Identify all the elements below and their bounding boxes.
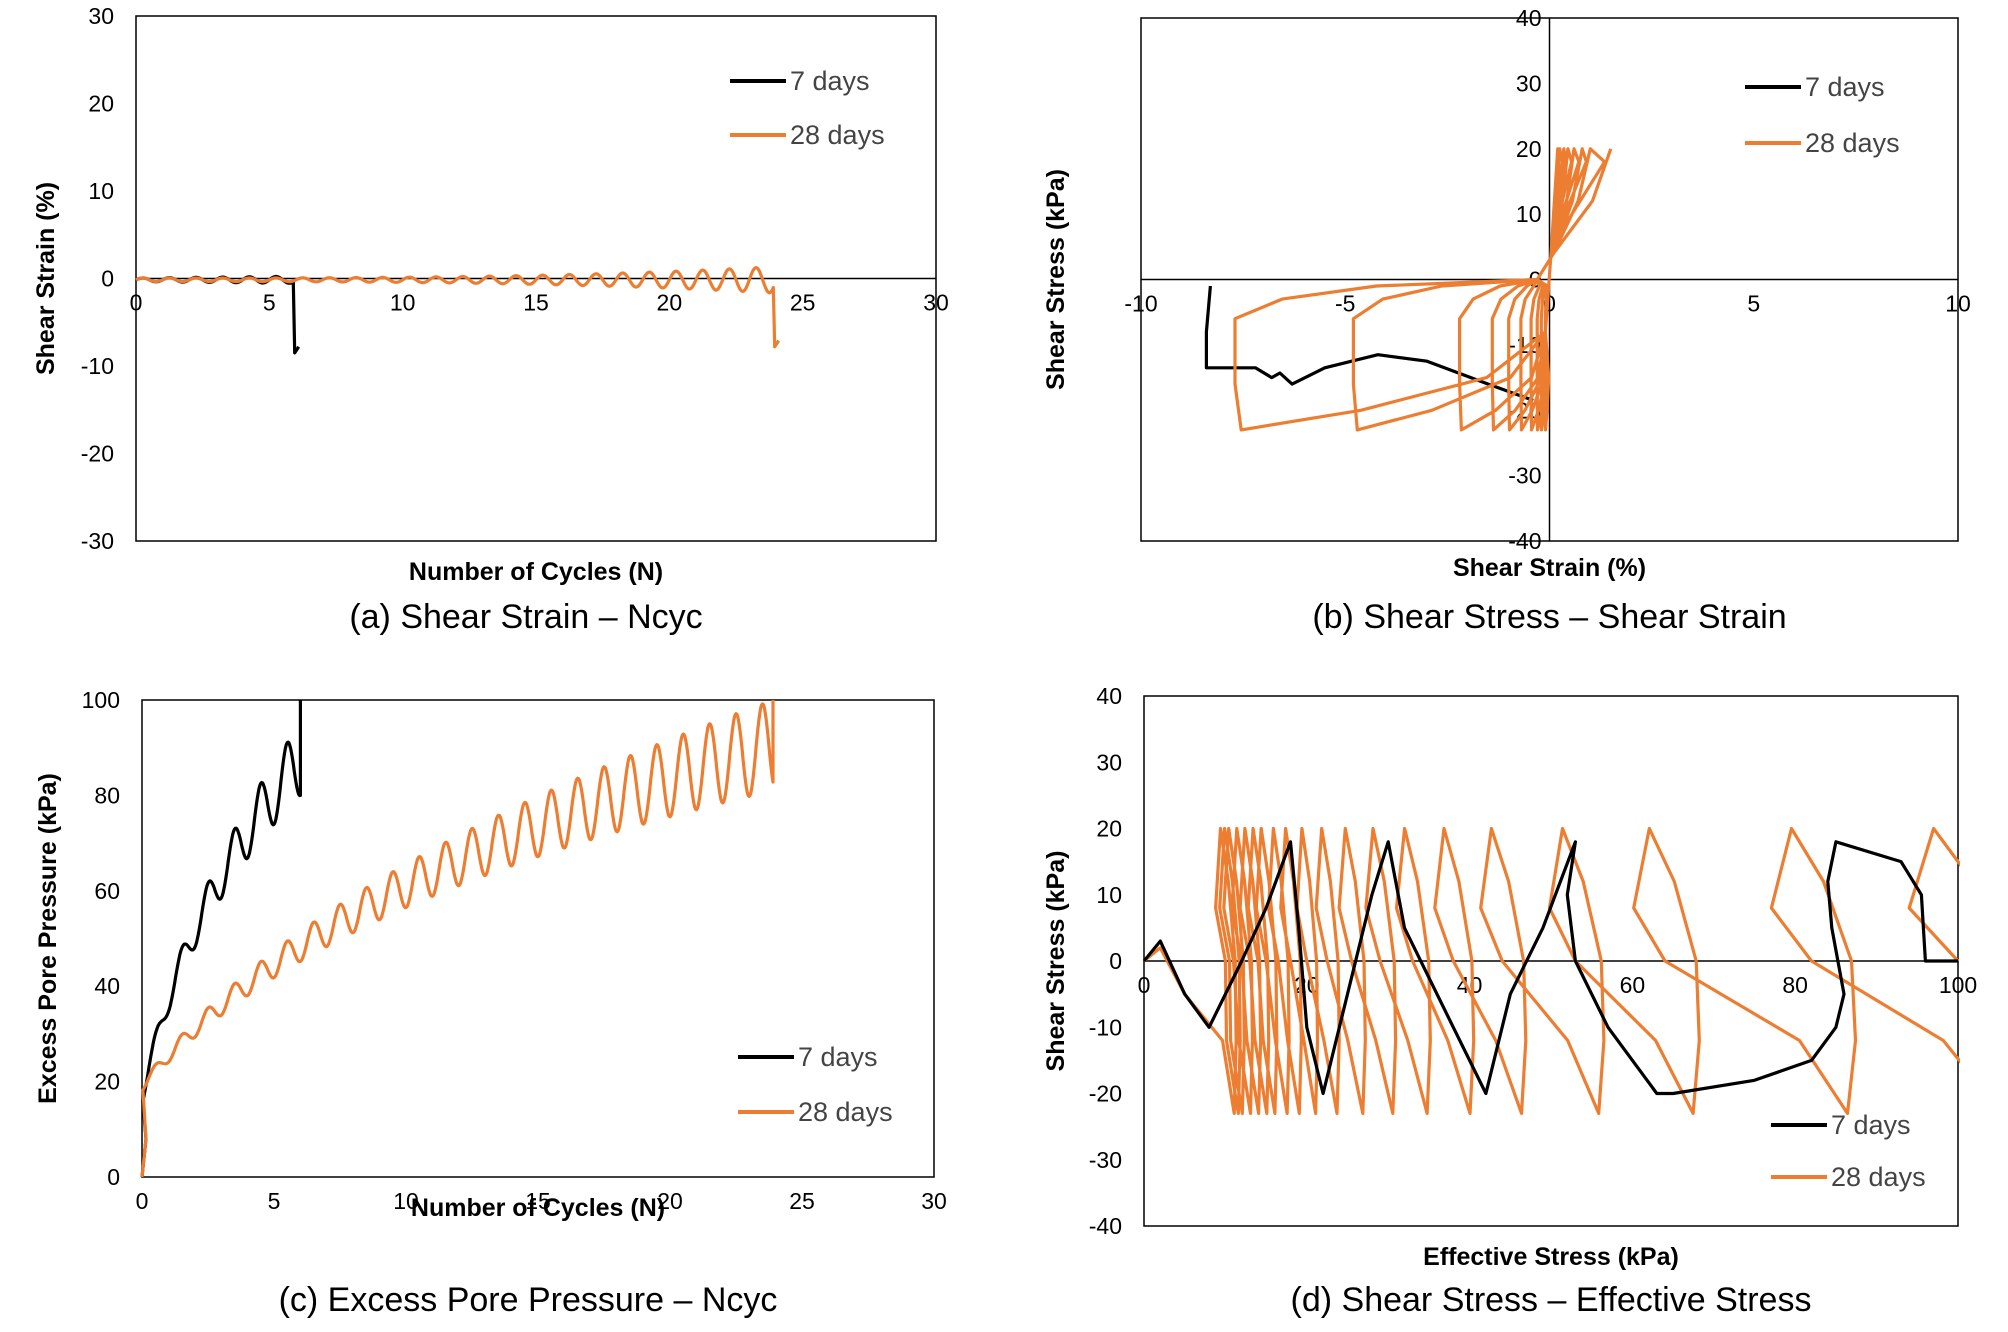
panel-caption: (b) Shear Stress – Shear Strain (1312, 598, 1786, 636)
x-tick-label: 10 (393, 1188, 419, 1214)
y-tick-label: 30 (1516, 70, 1542, 96)
y-tick-label: 80 (94, 782, 120, 808)
y-tick-label: 20 (88, 91, 114, 117)
y-tick-label: 30 (88, 3, 114, 29)
y-tick-label: -30 (1508, 463, 1541, 489)
x-tick-label: 20 (657, 1188, 683, 1214)
x-axis-title: Number of Cycles (N) (409, 558, 663, 586)
y-axis-title: Excess Pore Pressure (kPa) (34, 773, 62, 1104)
series-line-7-days (1204, 285, 1534, 402)
panel-caption: (a) Shear Strain – Ncyc (349, 598, 702, 636)
y-tick-label: 100 (82, 687, 120, 713)
y-tick-label: 10 (1096, 882, 1122, 908)
y-axis-title: Shear Stress (kPa) (1042, 169, 1070, 390)
x-tick-label: 0 (136, 1188, 149, 1214)
y-tick-label: 30 (1096, 749, 1122, 775)
x-tick-label: 60 (1620, 972, 1646, 998)
chart-panel-a: 0 5 10 15 20 25 30 -30 -20 -10 0 10 20 30 Number of Cy… (32, 3, 949, 636)
x-tick-label: 15 (525, 1188, 551, 1214)
x-tick-label: -5 (1335, 291, 1355, 317)
series-line-7-days (140, 700, 302, 1178)
x-tick-label: 5 (263, 290, 276, 316)
y-tick-label: 40 (1516, 5, 1542, 31)
legend-label: 28 days (798, 1097, 893, 1127)
x-tick-label: 30 (923, 290, 949, 316)
x-axis-title: Effective Stress (kPa) (1423, 1243, 1679, 1271)
x-tick-label: 25 (789, 1188, 815, 1214)
y-tick-label: 60 (94, 878, 120, 904)
y-axis-title: Shear Strain (%) (32, 182, 60, 375)
y-tick-label: -20 (81, 441, 114, 467)
x-tick-label: 5 (1747, 291, 1760, 317)
x-tick-label: 5 (268, 1188, 281, 1214)
x-tick-label: 80 (1782, 972, 1808, 998)
y-tick-label: 40 (94, 973, 120, 999)
plot-frame (141, 699, 935, 1178)
legend-label: 28 days (1831, 1162, 1926, 1192)
panel-caption: (d) Shear Stress – Effective Stress (1291, 1281, 1812, 1319)
y-tick-label: -10 (81, 353, 114, 379)
x-tick-label: 0 (130, 290, 143, 316)
y-tick-label: -40 (1508, 528, 1541, 554)
legend-label: 28 days (790, 120, 885, 150)
y-tick-label: 0 (107, 1164, 120, 1190)
x-tick-label: 25 (790, 290, 816, 316)
x-tick-label: 0 (1138, 972, 1151, 998)
y-tick-label: 20 (1096, 816, 1122, 842)
y-tick-label: -30 (1089, 1147, 1122, 1173)
y-tick-label: -40 (1089, 1213, 1122, 1239)
y-axis-title: Shear Stress (kPa) (1042, 851, 1070, 1072)
series-line-28-days (135, 266, 781, 349)
y-tick-label: -10 (1089, 1014, 1122, 1040)
y-tick-label: 0 (101, 266, 114, 292)
x-tick-label: 30 (921, 1188, 947, 1214)
y-tick-label: 20 (1516, 136, 1542, 162)
y-tick-label: 40 (1096, 683, 1122, 709)
x-tick-label: -10 (1124, 291, 1157, 317)
x-axis-title: Number of Cycles (N) (411, 1194, 665, 1222)
x-tick-label: 15 (523, 290, 549, 316)
y-tick-label: -20 (1089, 1081, 1122, 1107)
legend-label: 7 days (798, 1042, 878, 1072)
y-tick-label: 10 (1516, 201, 1542, 227)
series-line-28-days (140, 700, 775, 1178)
chart-panel-c: 0 5 10 15 20 25 30 0 20 40 60 80 100 Number of Cycles… (34, 687, 947, 1319)
chart-panel-d: 0 20 40 60 80 100-40-30-20-10010203040Effecti… (1042, 683, 1977, 1319)
legend-label: 28 days (1805, 128, 1900, 158)
x-tick-label: 20 (657, 290, 683, 316)
panel-caption: (c) Excess Pore Pressure – Ncyc (279, 1281, 778, 1319)
y-tick-label: -30 (81, 528, 114, 554)
x-tick-label: 100 (1939, 972, 1977, 998)
legend-label: 7 days (1805, 72, 1885, 102)
y-tick-label: 10 (88, 178, 114, 204)
y-tick-label: 0 (1109, 948, 1122, 974)
x-axis-title: Shear Strain (%) (1453, 554, 1646, 582)
series-line-7-days (1142, 840, 1958, 1096)
series-line-28-days (1233, 147, 1613, 432)
legend-label: 7 days (1831, 1110, 1911, 1140)
x-tick-label: 10 (390, 290, 416, 316)
series-line-28-days (1142, 826, 1960, 1115)
legend-label: 7 days (790, 66, 870, 96)
x-tick-label: 10 (1945, 291, 1971, 317)
y-tick-label: 20 (94, 1069, 120, 1095)
